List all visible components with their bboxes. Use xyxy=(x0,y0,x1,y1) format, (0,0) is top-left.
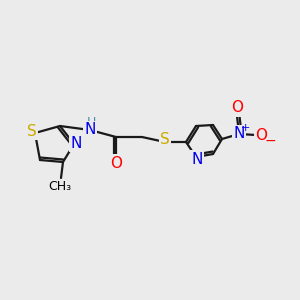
Text: N: N xyxy=(233,127,245,142)
Text: CH₃: CH₃ xyxy=(48,179,72,193)
Text: S: S xyxy=(27,124,37,139)
Text: N: N xyxy=(70,136,82,151)
Text: H: H xyxy=(86,116,96,130)
Text: N: N xyxy=(191,152,203,166)
Text: O: O xyxy=(255,128,267,142)
Text: O: O xyxy=(231,100,243,116)
Text: O: O xyxy=(110,155,122,170)
Text: +: + xyxy=(240,123,250,133)
Text: S: S xyxy=(160,133,170,148)
Text: −: − xyxy=(264,134,276,148)
Text: N: N xyxy=(84,122,96,137)
